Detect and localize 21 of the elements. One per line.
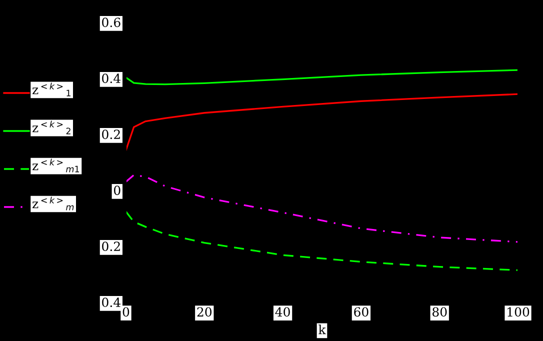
legend-label: z$^{<k>}$$_{m1}$	[32, 158, 79, 172]
legend-label: z$^{<k>}$$_{2}$	[32, 120, 70, 134]
y-tick-label: 0.2	[102, 242, 120, 252]
y-tick-label: 0.4	[102, 74, 120, 84]
line-series	[126, 174, 518, 243]
x-axis-title: k	[318, 324, 326, 334]
x-tick-label: 80	[432, 307, 447, 317]
x-tick-label: 0	[122, 307, 130, 317]
x-tick-label: 60	[354, 307, 368, 317]
legend-label: z$^{<k>}$$_{1}$	[32, 82, 70, 96]
line-series	[126, 210, 518, 272]
y-tick-label: 0	[114, 186, 120, 196]
y-tick-label: 0.2	[102, 130, 120, 140]
y-tick-label: 0.6	[102, 18, 120, 28]
x-tick-label: 40	[275, 307, 290, 317]
y-tick-label: 0.4	[102, 298, 120, 308]
x-tick-label: 100	[508, 307, 530, 317]
line-series	[126, 69, 518, 86]
legend-label: z$^{<k>}$$_{m}$	[32, 196, 74, 210]
line-series	[126, 93, 518, 151]
x-tick-label: 20	[197, 307, 212, 317]
